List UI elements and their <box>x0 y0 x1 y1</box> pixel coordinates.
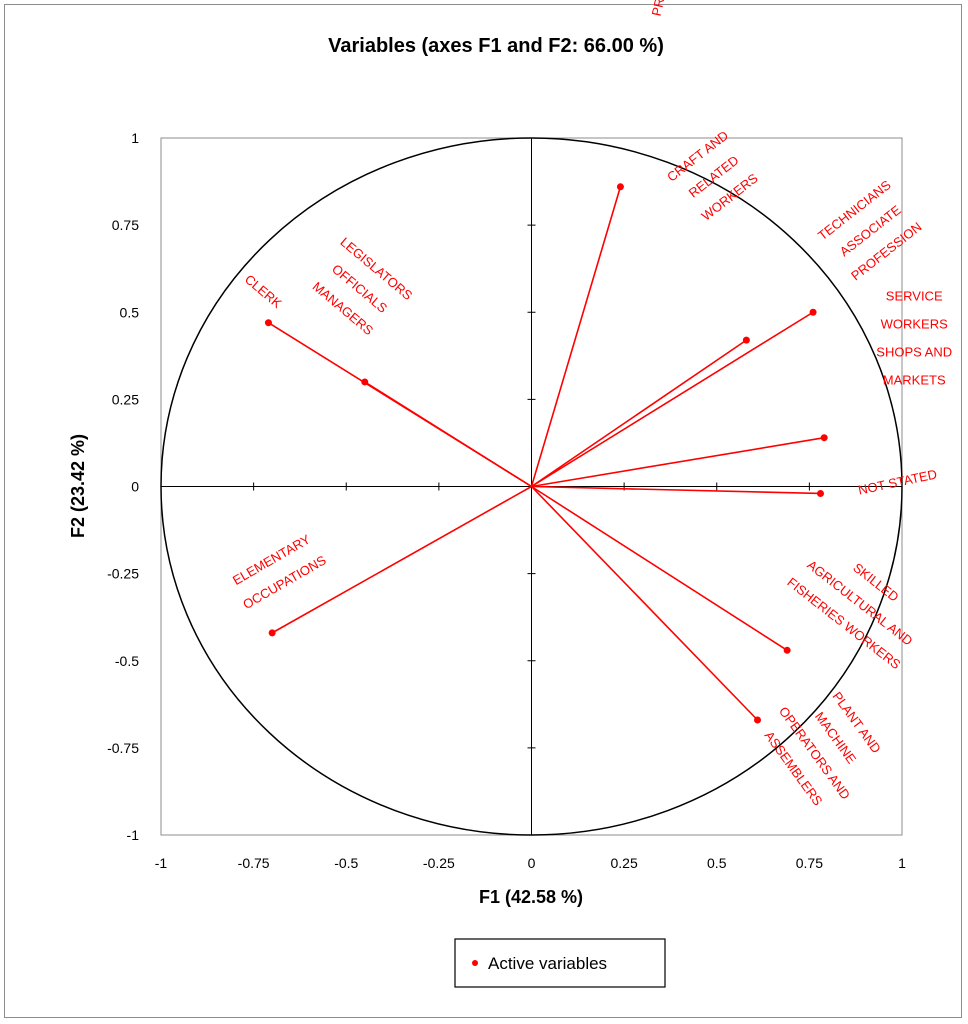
variable-vector <box>271 485 532 634</box>
variable-vector <box>364 381 532 488</box>
x-tick-label: 0.5 <box>707 855 727 871</box>
variable-vector <box>531 485 821 495</box>
unit-circle <box>160 137 903 836</box>
y-tick-label: 0.5 <box>120 304 140 320</box>
chart-title: Variables (axes F1 and F2: 66.00 %) <box>328 35 664 57</box>
y-tick-label: -0.75 <box>107 740 139 756</box>
variable-point <box>616 183 624 191</box>
y-tick-label: 0.75 <box>112 217 139 233</box>
variable-vector <box>531 436 825 488</box>
x-tick-label: 0.75 <box>796 855 823 871</box>
y-tick-label: 0.25 <box>112 391 139 407</box>
legend-label: Active variables <box>488 954 607 973</box>
variable-point <box>268 629 276 637</box>
variable-label: SERVICE WORKERS SHOPS AND MARKETS <box>876 289 952 388</box>
variable-point <box>264 319 272 327</box>
x-tick-label: -0.25 <box>423 855 455 871</box>
y-tick-label: 0 <box>131 479 139 495</box>
x-tick-label: -0.75 <box>238 855 270 871</box>
variable-point <box>361 378 369 386</box>
variable-vector <box>530 186 622 487</box>
variable-point <box>809 308 817 316</box>
variable-point <box>816 489 824 497</box>
legend-box <box>454 938 666 988</box>
x-tick-label: -1 <box>155 855 168 871</box>
variable-point <box>742 336 750 344</box>
variable-point <box>754 716 762 724</box>
variable-vector <box>531 311 814 488</box>
variable-point <box>783 646 791 654</box>
legend: Active variables <box>454 938 666 988</box>
variable-point <box>820 434 828 442</box>
y-tick-label: -0.25 <box>107 566 139 582</box>
variable-vector <box>531 485 788 651</box>
y-tick-label: 1 <box>131 130 139 146</box>
x-tick-label: -0.5 <box>334 855 358 871</box>
x-tick-label: 1 <box>898 855 906 871</box>
x-tick-label: 0 <box>528 855 536 871</box>
variable-vector <box>530 485 759 721</box>
x-tick-label: 0.25 <box>611 855 638 871</box>
y-tick-label: -1 <box>127 827 140 843</box>
variable-label: PROFESSIONALS <box>649 0 687 17</box>
y-tick-label: -0.5 <box>115 653 139 669</box>
variable-vector <box>531 339 747 488</box>
x-axis-title: F1 (42.58 %) <box>479 887 583 907</box>
legend-marker <box>472 960 478 966</box>
y-axis-title: F2 (23.42 %) <box>68 434 88 538</box>
